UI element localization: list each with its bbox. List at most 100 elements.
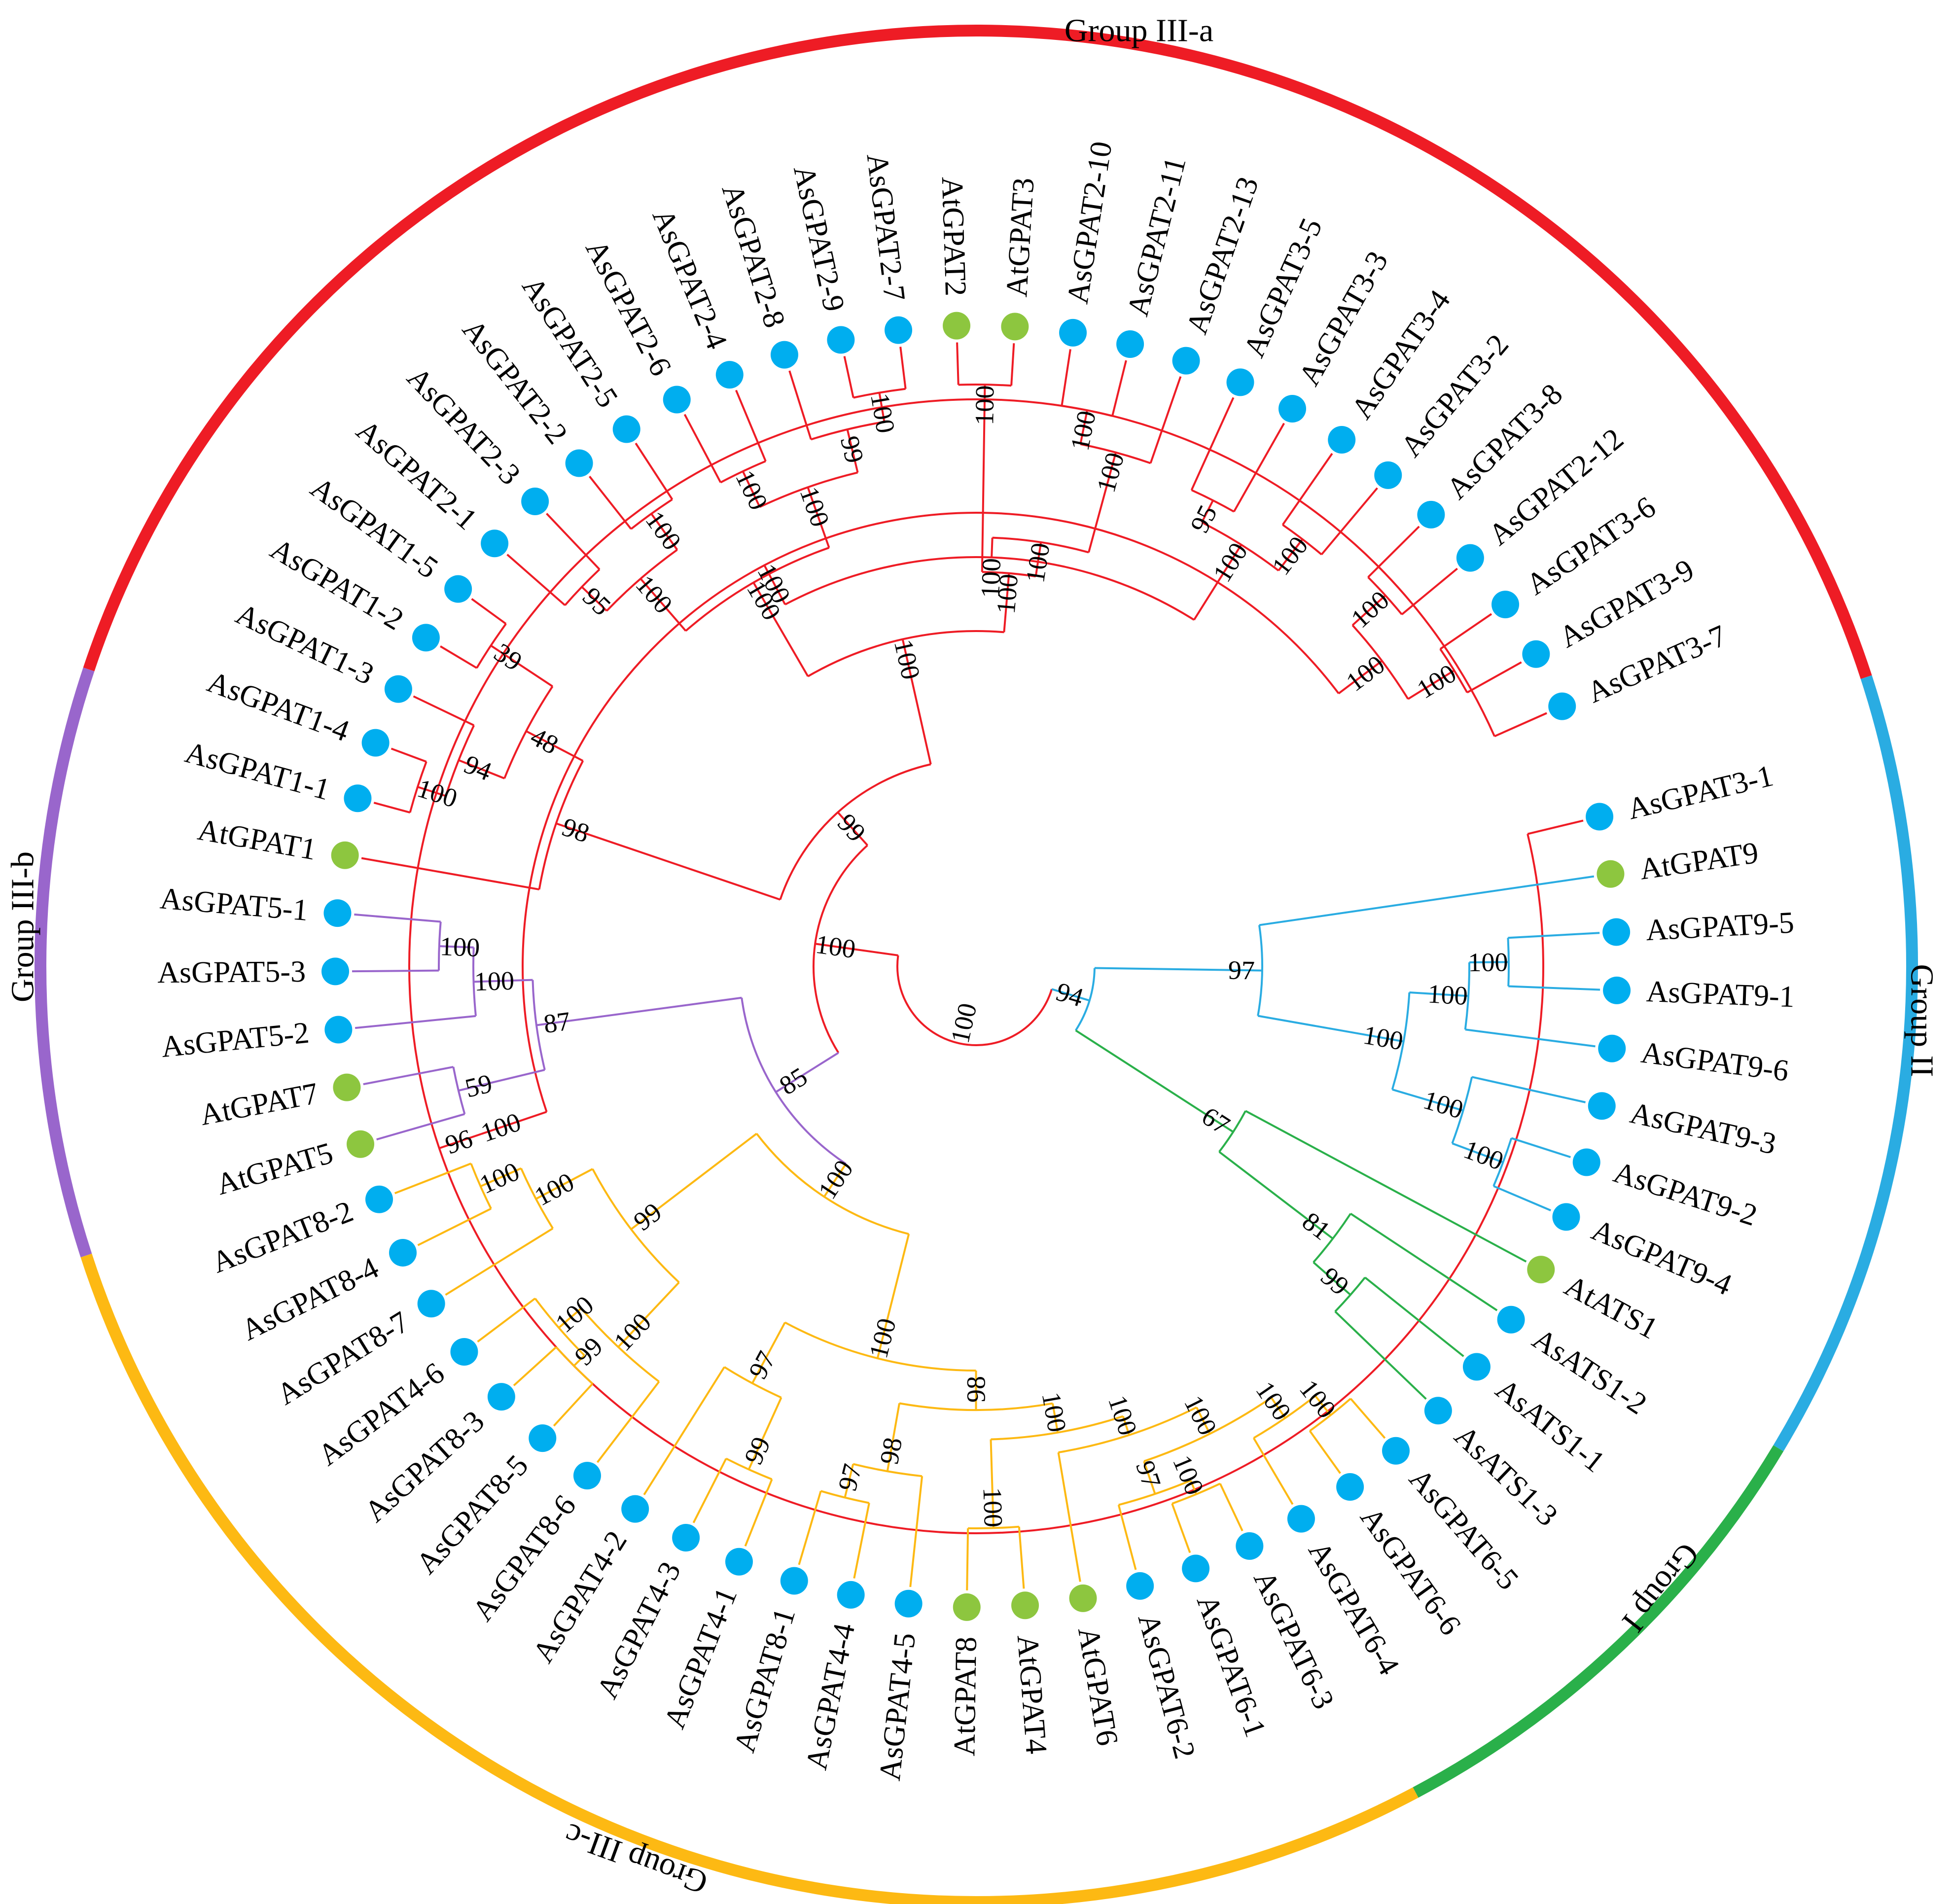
branch-line — [1218, 1151, 1334, 1239]
as-leaf-marker — [1588, 1092, 1616, 1120]
leaf-label: AsGPAT4-1 — [658, 1583, 744, 1733]
branch-line — [373, 802, 411, 814]
branch-line — [744, 1479, 773, 1547]
at-leaf-marker — [1011, 1591, 1039, 1620]
bootstrap-value: 100 — [630, 569, 678, 619]
bootstrap-value: 100 — [1294, 1374, 1342, 1424]
branch-arc — [991, 1415, 1124, 1441]
branch-line — [692, 1458, 727, 1523]
branch-line — [1494, 712, 1547, 738]
branch-line — [1003, 573, 1010, 633]
leaf-label: AsGPAT6-1 — [1190, 1590, 1273, 1741]
leaf-label: AtGPAT4 — [1011, 1633, 1053, 1755]
branch-line — [991, 537, 994, 558]
at-leaf-marker — [1597, 860, 1625, 888]
branch-line — [1452, 1142, 1504, 1164]
branch-line — [844, 1464, 854, 1498]
branch-line — [490, 644, 553, 687]
branch-line — [376, 1113, 465, 1141]
branch-arc — [813, 845, 868, 1054]
branch-arc — [1257, 925, 1263, 1016]
branch-line — [573, 1354, 585, 1367]
branch-line — [635, 442, 674, 500]
group-ring — [35, 25, 1918, 1904]
branch-line — [1313, 1261, 1351, 1296]
bootstrap-value: 100 — [1091, 449, 1130, 495]
branch-line — [981, 385, 986, 572]
branch-line — [546, 513, 601, 570]
branch-line — [394, 1163, 472, 1195]
bootstrap-value: 48 — [526, 721, 564, 760]
branch-arc — [982, 571, 1036, 578]
branch-arc — [899, 1402, 1053, 1411]
as-leaf-marker — [1462, 1353, 1491, 1381]
branch-line — [506, 554, 566, 606]
bootstrap-value: 100 — [991, 573, 1024, 615]
at-leaf-marker — [1001, 313, 1029, 341]
branch-line — [899, 347, 907, 389]
as-leaf-marker — [573, 1462, 601, 1490]
branch-line — [1171, 1503, 1191, 1553]
bootstrap-value: 94 — [1053, 977, 1087, 1013]
branch-line — [1122, 1416, 1131, 1436]
branch-arc — [1253, 1395, 1316, 1439]
branch-line — [1018, 1526, 1025, 1589]
branch-line — [1465, 1028, 1596, 1048]
branch-line — [1392, 1089, 1464, 1112]
bootstrap-value: 97 — [1130, 1457, 1167, 1491]
branch-line — [1149, 376, 1182, 464]
branch-line — [956, 342, 959, 385]
branch-line — [556, 822, 781, 901]
branch-line — [1088, 452, 1117, 553]
branch-arc — [503, 686, 554, 779]
branch-arc — [807, 630, 1004, 677]
as-leaf-marker — [770, 341, 798, 369]
branch-arc — [784, 556, 1195, 621]
branch-line — [1320, 487, 1378, 556]
branch-line — [1281, 453, 1333, 526]
branch-line — [843, 356, 854, 398]
as-leaf-marker — [894, 1589, 923, 1618]
branch-line — [1493, 1185, 1551, 1211]
bootstrap-value: 98 — [558, 812, 593, 848]
bootstrap-value: 100 — [1036, 1390, 1072, 1434]
bootstrap-value: 100 — [814, 929, 858, 964]
bootstrap-value: 99 — [832, 808, 872, 847]
bootstrap-value: 98 — [961, 1376, 991, 1403]
branch-arc — [445, 725, 475, 797]
branch-arc — [1507, 938, 1510, 987]
leaf-label: AsGPAT1-4 — [203, 665, 354, 748]
at-leaf-marker — [331, 841, 359, 869]
branch-arc — [1075, 968, 1096, 1031]
leaf-label: AsGPAT4-4 — [800, 1621, 862, 1772]
as-leaf-marker — [1226, 368, 1254, 396]
bootstrap-value: 100 — [414, 773, 461, 813]
bootstrap-value: 87 — [542, 1006, 572, 1039]
bootstrap-value: 81 — [1297, 1206, 1336, 1246]
as-leaf-marker — [1497, 1305, 1525, 1334]
ring-group-iii-c — [80, 1253, 1419, 1904]
at-leaf-marker — [347, 1130, 375, 1158]
branch-line — [1010, 343, 1015, 386]
branch-line — [535, 1168, 593, 1200]
branch-line — [363, 1066, 454, 1086]
as-leaf-marker — [324, 1016, 353, 1044]
bootstrap-value: 99 — [835, 433, 870, 466]
as-leaf-marker — [565, 449, 593, 477]
as-leaf-marker — [1059, 318, 1087, 347]
branch-line — [1257, 1015, 1404, 1043]
as-leaf-marker — [384, 675, 412, 703]
branch-line — [1401, 567, 1458, 615]
branch-line — [788, 370, 812, 440]
branch-line — [413, 695, 475, 727]
branch-line — [1270, 1397, 1286, 1419]
branch-line — [1189, 1480, 1198, 1495]
ring-group-iii-a — [83, 25, 1872, 679]
tree-branches — [352, 342, 1600, 1590]
bootstrap-value: 99 — [738, 1432, 776, 1469]
at-leaf-marker — [1527, 1256, 1555, 1284]
branch-arc — [1218, 1110, 1246, 1153]
branch-line — [1079, 410, 1088, 445]
branch-line — [1334, 1310, 1427, 1400]
as-leaf-marker — [837, 1581, 865, 1609]
